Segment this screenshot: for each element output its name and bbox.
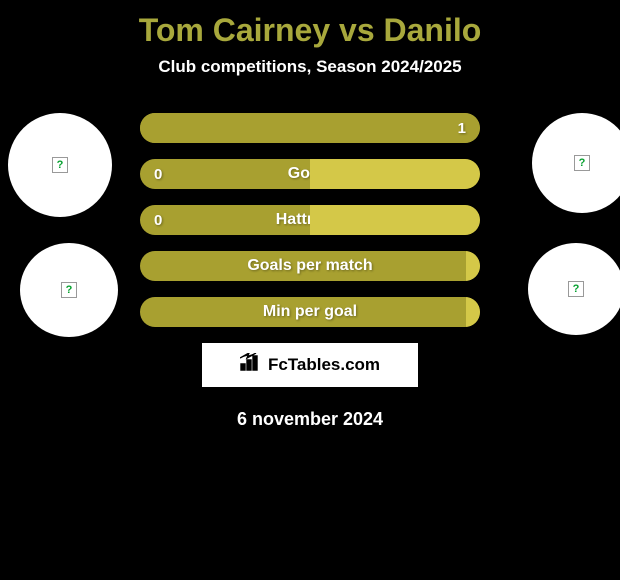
stat-right-value: 1	[458, 120, 466, 137]
stat-segment	[310, 159, 480, 189]
stat-row-min-per-goal: Min per goal	[140, 297, 480, 327]
image-placeholder-icon: ?	[61, 282, 77, 298]
stat-segment	[310, 205, 480, 235]
stat-segment	[140, 113, 480, 143]
comparison-subtitle: Club competitions, Season 2024/2025	[0, 57, 620, 77]
stat-left-value: 0	[154, 212, 162, 229]
stat-segment	[466, 297, 480, 327]
image-placeholder-icon: ?	[574, 155, 590, 171]
club-logo-bottom-left: ?	[20, 243, 118, 337]
player-photo-top-right: ?	[532, 113, 620, 213]
club-logo-bottom-right: ?	[528, 243, 620, 335]
comparison-body: ? ? ? ? Matches 1 0 Goals 0 Hattricks	[0, 113, 620, 430]
watermark-text: FcTables.com	[268, 355, 380, 375]
stat-row-goals-per-match: Goals per match	[140, 251, 480, 281]
stat-label: Goals per match	[140, 257, 480, 275]
stat-segment	[466, 251, 480, 281]
image-placeholder-icon: ?	[52, 157, 68, 173]
stat-rows: Matches 1 0 Goals 0 Hattricks Goals per …	[140, 113, 480, 327]
chart-icon	[240, 353, 262, 377]
watermark-badge: FcTables.com	[202, 343, 418, 387]
stat-label: Min per goal	[140, 303, 480, 321]
image-placeholder-icon: ?	[568, 281, 584, 297]
stat-row-hattricks: 0 Hattricks	[140, 205, 480, 235]
stat-row-goals: 0 Goals	[140, 159, 480, 189]
stat-row-matches: Matches 1	[140, 113, 480, 143]
snapshot-date: 6 november 2024	[0, 409, 620, 430]
comparison-title: Tom Cairney vs Danilo	[0, 0, 620, 49]
player-photo-top-left: ?	[8, 113, 112, 217]
stat-left-value: 0	[154, 166, 162, 183]
